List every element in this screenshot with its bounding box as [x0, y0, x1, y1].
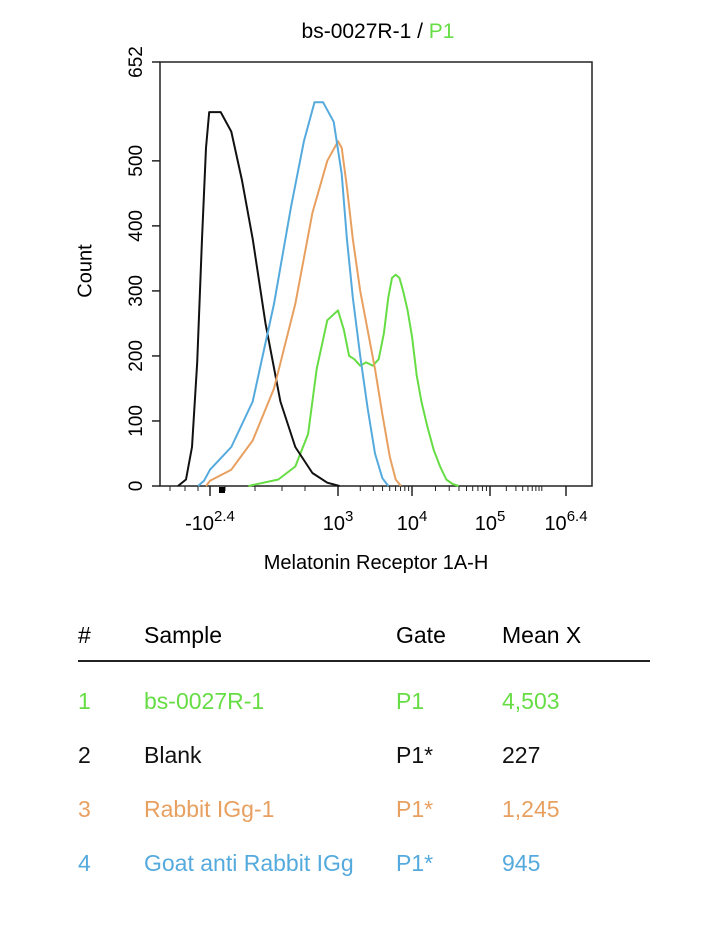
x-tick-label: -102.4 [185, 508, 235, 535]
y-tick-label: 400 [126, 210, 147, 242]
bottom-crop [0, 880, 706, 928]
series-group [177, 101, 460, 487]
legend-gate: P1 [396, 687, 425, 714]
sample-legend-table: # Sample Gate Mean X 1 bs-0027R-1 P1 4,503 2… [78, 620, 650, 890]
x-tick-label: 103 [323, 508, 354, 535]
histogram-chart: 0 100 200 300 400 500 652 -102.4 103 104 105 106.4 [126, 46, 593, 535]
legend-row: 4 Goat anti Rabbit IGg P1* 945 [78, 836, 650, 890]
legend-gate: P1* [396, 741, 434, 768]
series-goat-anti-rabbit-igg [197, 101, 390, 487]
legend-num: 2 [78, 741, 91, 768]
legend-mean: 227 [502, 741, 541, 768]
header-num: # [78, 620, 144, 662]
legend-sample: Rabbit IGg-1 [144, 795, 275, 822]
x-axis-label: Melatonin Receptor 1A-H [263, 552, 489, 574]
title-sample: bs-0027R-1 / [301, 20, 429, 43]
series-bs-0027r-1 [248, 273, 460, 487]
x-tick-label: 105 [475, 508, 506, 535]
y-tick-label: 0 [126, 481, 147, 492]
y-tick-label: 500 [126, 145, 147, 177]
legend-num: 3 [78, 795, 91, 822]
legend-num: 4 [78, 849, 91, 876]
y-tick-label: 300 [126, 275, 147, 307]
y-axis-label: Count [74, 244, 97, 298]
y-tick-label: 100 [126, 405, 147, 437]
legend-row: 2 Blank P1* 227 [78, 728, 650, 782]
legend-sample: bs-0027R-1 [144, 687, 265, 714]
y-tick-label: 200 [126, 340, 147, 372]
legend-sample: Goat anti Rabbit IGg [144, 849, 354, 876]
header-mean: Mean X [502, 620, 650, 662]
plot-frame [159, 61, 593, 487]
legend-header-row: # Sample Gate Mean X [78, 620, 650, 662]
legend-mean: 4,503 [502, 687, 560, 714]
chart-title: bs-0027R-1 / P1 [0, 20, 706, 44]
title-gate: P1 [428, 20, 455, 43]
legend-mean: 945 [502, 849, 541, 876]
legend-gate: P1* [396, 795, 434, 822]
x-axis: -102.4 103 104 105 106.4 [169, 486, 588, 535]
series-blank [177, 111, 340, 487]
y-tick-label: 652 [126, 46, 147, 78]
header-sample: Sample [144, 620, 396, 662]
legend-sample: Blank [144, 741, 202, 768]
zero-marker [219, 487, 225, 493]
header-gate: Gate [396, 620, 502, 662]
x-tick-label: 106.4 [544, 508, 587, 535]
y-axis: 0 100 200 300 400 500 652 [126, 46, 160, 491]
x-tick-label: 104 [397, 508, 428, 535]
legend-mean: 1,245 [502, 795, 560, 822]
legend-num: 1 [78, 687, 91, 714]
legend-gate: P1* [396, 849, 434, 876]
legend-row: 3 Rabbit IGg-1 P1* 1,245 [78, 782, 650, 836]
legend-row: 1 bs-0027R-1 P1 4,503 [78, 661, 650, 728]
series-rabbit-igg-1 [205, 140, 402, 487]
